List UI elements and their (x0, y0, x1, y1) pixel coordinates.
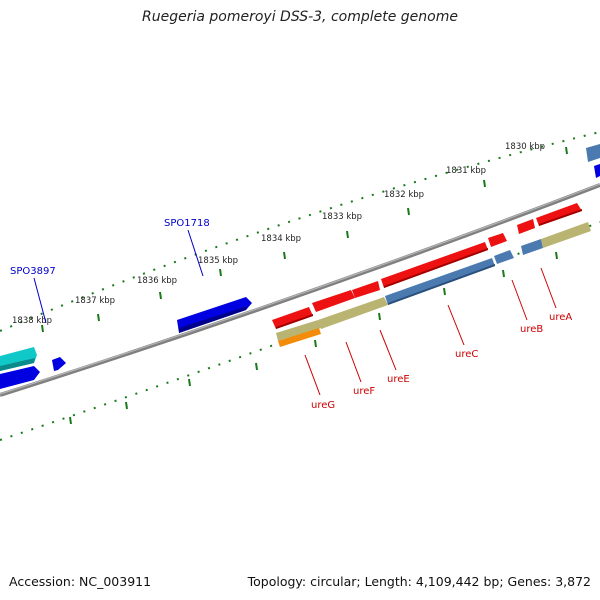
outer-major-ticks (41, 146, 568, 333)
tick-1832 (407, 207, 410, 216)
scale-labels: 1830 kbp 1831 kbp 1832 kbp 1833 kbp 1834… (12, 142, 545, 326)
genome-summary-text: Topology: circular; Length: 4,109,442 bp… (247, 574, 591, 589)
inner-tick-d (378, 312, 381, 321)
gene-ureA-khaki[interactable] (541, 222, 591, 248)
gene-spo3897-left-shade (0, 358, 35, 371)
scale-label-1838: 1838 kbp (12, 316, 52, 326)
inner-tick-b (502, 269, 505, 278)
tick-1833 (346, 230, 349, 239)
scale-label-1835: 1835 kbp (198, 256, 238, 266)
gene-left-blue[interactable] (0, 366, 40, 389)
inner-dotted-line (0, 221, 600, 441)
outer-dotted-line (0, 131, 600, 332)
leader-ureA (540, 267, 557, 309)
leader-ureC (447, 304, 465, 346)
scale-label-1834: 1834 kbp (261, 234, 301, 244)
label-spo1718[interactable]: SPO1718 (164, 218, 210, 229)
leader-ureE (379, 329, 397, 371)
label-ureE[interactable]: ureE (387, 374, 410, 385)
inner-tick-e (314, 339, 317, 348)
leader-ureB (511, 279, 528, 321)
gene-ureC-blue[interactable] (385, 258, 495, 305)
scale-label-1837: 1837 kbp (75, 296, 115, 306)
map-title: Ruegeria pomeroyi DSS-3, complete genome (142, 9, 458, 25)
label-ureA[interactable]: ureA (549, 312, 572, 323)
gene-ureA-blue[interactable] (521, 239, 543, 255)
outer-scale-track (0, 131, 600, 332)
scale-label-1832: 1832 kbp (384, 190, 424, 200)
tick-1838 (41, 324, 44, 333)
leader-spo1718 (187, 229, 204, 277)
leader-spo3897 (33, 277, 47, 324)
ure-red-shade-2 (384, 248, 488, 288)
label-ureC[interactable]: ureC (455, 349, 478, 360)
tick-1835 (219, 268, 222, 277)
gene-labels: SPO1718 SPO3897 ureA ureB ureC ureE ureF… (10, 218, 572, 411)
gene-small-blue[interactable] (52, 357, 66, 371)
inner-tick-h (125, 401, 128, 410)
leader-ureF (345, 341, 362, 383)
label-ureF[interactable]: ureF (353, 386, 375, 397)
forward-features (0, 144, 600, 389)
label-spo3897[interactable]: SPO3897 (10, 266, 56, 277)
ure-operon-lower (276, 222, 591, 347)
scale-label-1836: 1836 kbp (137, 276, 177, 286)
tick-1834 (283, 251, 286, 260)
gene-ureG-orange[interactable] (278, 328, 321, 347)
scale-label-1833: 1833 kbp (322, 212, 362, 222)
inner-tick-a (555, 251, 558, 260)
gene-right-blue[interactable] (594, 164, 600, 178)
gene-ureC-red[interactable] (381, 242, 488, 288)
inner-tick-f (255, 362, 258, 371)
accession-text: Accession: NC_003911 (9, 574, 152, 589)
inner-tick-c (443, 287, 446, 296)
inner-tick-g (188, 378, 191, 387)
gene-spo1718-shade (179, 306, 248, 333)
gene-ureF-red[interactable] (312, 290, 355, 312)
ure-red-shade (276, 314, 313, 329)
label-ureB[interactable]: ureB (520, 324, 543, 335)
label-leaders (33, 229, 557, 396)
tick-1830 (565, 146, 568, 155)
inner-major-ticks (69, 251, 558, 425)
genome-backbone-highlight (0, 183, 600, 395)
tick-1837 (97, 313, 100, 322)
inner-tick-i (69, 416, 72, 425)
gene-ureA-red-long[interactable] (536, 203, 582, 226)
gene-ureG-khaki[interactable] (276, 320, 321, 341)
genome-backbone (0, 183, 600, 397)
ure-operon (272, 203, 582, 329)
gene-ureE-red[interactable] (352, 281, 380, 298)
scale-label-1831: 1831 kbp (446, 166, 486, 176)
tick-1831 (483, 179, 486, 188)
leader-ureG (304, 354, 321, 396)
inner-scale-track (0, 221, 600, 441)
gene-ureB-blue[interactable] (494, 250, 514, 264)
scale-label-1830: 1830 kbp (505, 142, 545, 152)
label-ureG[interactable]: ureG (311, 400, 335, 411)
gene-upper-right-blue[interactable] (586, 144, 600, 162)
ure-red-shade-3 (539, 209, 582, 226)
gene-ureG-red[interactable] (272, 307, 313, 329)
gene-ureA-red[interactable] (517, 219, 535, 234)
ure-blue-shade (388, 264, 495, 305)
tick-1836 (159, 291, 162, 300)
gene-ureB-red[interactable] (488, 233, 507, 247)
gene-ureE-khaki[interactable] (318, 297, 388, 329)
